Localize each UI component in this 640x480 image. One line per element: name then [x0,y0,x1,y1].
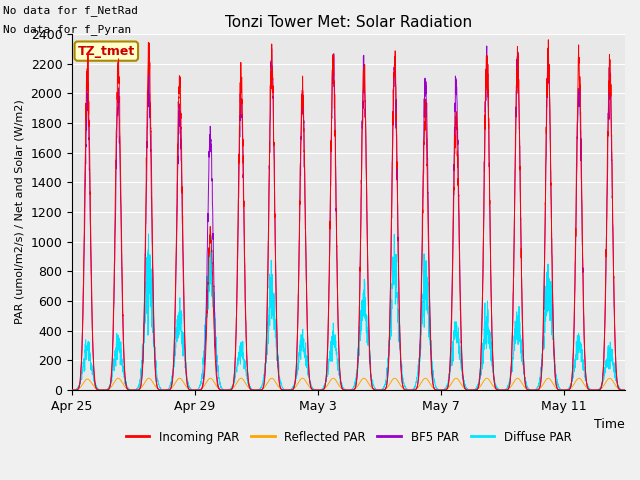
Legend: Incoming PAR, Reflected PAR, BF5 PAR, Diffuse PAR: Incoming PAR, Reflected PAR, BF5 PAR, Di… [121,426,576,448]
Diffuse PAR [413,379,420,385]
Reflected PAR [403,387,410,393]
Incoming PAR [621,387,628,393]
Diffuse PAR [187,386,195,392]
Line: Incoming PAR: Incoming PAR [72,40,625,390]
Incoming PAR [621,387,629,393]
Reflected PAR [412,386,420,392]
Reflected PAR [621,387,629,393]
Incoming PAR [223,387,230,393]
Incoming PAR [187,387,195,393]
Diffuse PAR [68,387,76,393]
Incoming PAR [412,386,420,392]
BF5 PAR [403,387,410,393]
Incoming PAR [569,360,577,366]
BF5 PAR [569,363,577,369]
BF5 PAR [187,387,195,393]
Title: Tonzi Tower Met: Solar Radiation: Tonzi Tower Met: Solar Radiation [225,15,472,30]
Reflected PAR [115,375,122,381]
Text: No data for f_NetRad: No data for f_NetRad [3,5,138,16]
BF5 PAR [412,386,420,392]
Diffuse PAR [145,231,152,237]
BF5 PAR [483,43,491,49]
Reflected PAR [223,387,230,393]
Reflected PAR [68,387,76,393]
Diffuse PAR [621,387,629,393]
BF5 PAR [621,387,628,393]
BF5 PAR [222,387,230,393]
Diffuse PAR [569,373,577,379]
Diffuse PAR [223,387,230,393]
Reflected PAR [187,387,195,393]
Incoming PAR [68,387,76,393]
Diffuse PAR [403,386,410,392]
Incoming PAR [545,37,552,43]
Incoming PAR [403,387,410,393]
Reflected PAR [621,387,628,393]
Incoming PAR [191,387,199,393]
Text: No data for f_Pyran: No data for f_Pyran [3,24,131,35]
Reflected PAR [569,384,577,389]
Y-axis label: PAR (umol/m2/s) / Net and Solar (W/m2): PAR (umol/m2/s) / Net and Solar (W/m2) [15,100,25,324]
Line: Diffuse PAR: Diffuse PAR [72,234,625,390]
BF5 PAR [621,387,629,393]
BF5 PAR [68,387,76,393]
Text: TZ_tmet: TZ_tmet [77,45,135,58]
Diffuse PAR [621,387,628,393]
Diffuse PAR [284,387,291,393]
Line: BF5 PAR: BF5 PAR [72,46,625,390]
X-axis label: Time: Time [595,419,625,432]
Line: Reflected PAR: Reflected PAR [72,378,625,390]
BF5 PAR [223,387,230,393]
